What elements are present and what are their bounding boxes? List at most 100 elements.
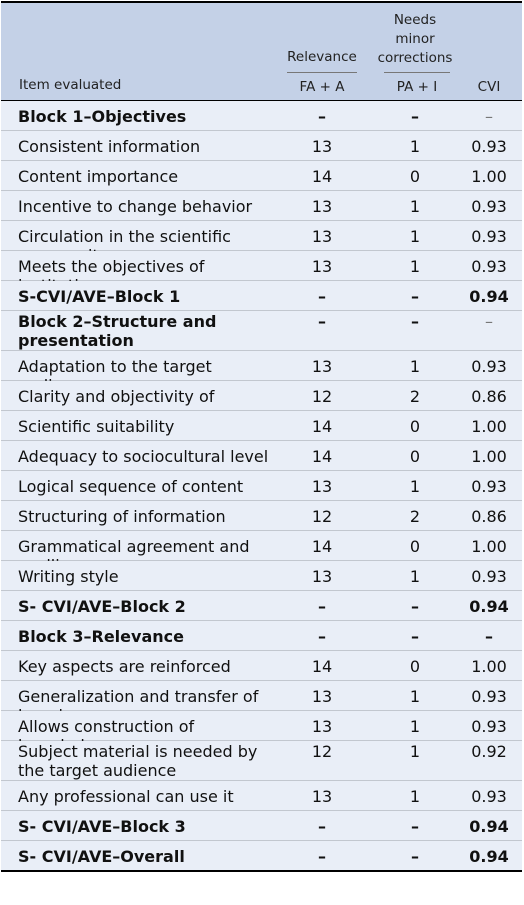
row-item-label: S-CVI/AVE–Block 1 [18,287,181,306]
table-row: Meets the objectives of institutions1310… [1,251,522,295]
row-relevance-value: 13 [311,567,333,586]
row-corrections-value: 1 [409,357,421,376]
row-item-label: Block 1–Objectives [18,107,187,126]
row-cvi-value: 0.93 [471,477,507,496]
table-row: Key aspects are reinforced 14 0 1.00 [1,651,522,681]
row-corrections-value: 1 [409,742,421,761]
row-cvi-value: 0.93 [471,137,507,156]
row-cvi-value: 0.94 [469,847,509,866]
table-row: Circulation in the scientific community1… [1,221,522,265]
row-relevance-value: – [318,847,326,866]
row-corrections-value: 1 [409,687,421,706]
table-row: Consistent information 13 1 0.93 [1,131,522,161]
row-corrections-value: 1 [409,477,421,496]
row-corrections-value: – [411,627,419,646]
row-relevance-value: – [318,287,326,306]
row-relevance-value: 13 [311,197,333,216]
row-cvi-value: 1.00 [471,167,507,186]
row-relevance-value: 12 [311,742,333,761]
row-relevance-value: – [318,597,326,616]
row-item-label: Subject material is needed by the target… [18,742,258,780]
row-corrections-value: 0 [409,167,421,186]
row-cvi-value: – [485,107,493,126]
row-corrections-value: 1 [409,567,421,586]
table-row: S-CVI/AVE–Block 1 – – 0.94 [1,281,522,311]
row-relevance-value: 13 [311,717,333,736]
row-relevance-value: 14 [311,167,333,186]
row-cvi-value: – [485,312,493,331]
row-item-label: S- CVI/AVE–Block 3 [18,817,186,836]
table-row: Writing style 13 1 0.93 [1,561,522,591]
row-cvi-value: 0.94 [469,597,509,616]
table-row: Block 2–Structure and presentation – – – [1,311,522,351]
row-cvi-value: 0.93 [471,357,507,376]
row-cvi-value: 0.93 [471,717,507,736]
row-corrections-value: 1 [409,137,421,156]
row-item-label: Scientific suitability [18,417,175,436]
row-item-label: Structuring of information [18,507,226,526]
row-cvi-value: 0.94 [469,287,509,306]
row-cvi-value: 1.00 [471,447,507,466]
table-row: Adequacy to sociocultural level 14 0 1.00 [1,441,522,471]
row-item-label: Block 3–Relevance [18,627,184,646]
row-corrections-value: – [411,817,419,836]
row-cvi-value: 0.93 [471,197,507,216]
row-cvi-value: 0.93 [471,787,507,806]
table-row: Block 1–Objectives – – – [1,101,522,131]
row-relevance-value: 14 [311,417,333,436]
row-corrections-value: – [411,287,419,306]
row-relevance-value: 14 [311,447,333,466]
table-row: Subject material is needed by the target… [1,741,522,781]
row-relevance-value: – [318,107,326,126]
row-relevance-value: 13 [311,787,333,806]
table-row: Block 3–Relevance – – – [1,621,522,651]
header-relevance: Relevance [287,49,357,65]
table-row: Adaptation to the target audience1310.93 [1,351,522,395]
row-cvi-value: 0.93 [471,257,507,276]
row-corrections-value: 1 [409,197,421,216]
row-cvi-value: 1.00 [471,537,507,556]
table-row: Clarity and objectivity of messages1220.… [1,381,522,425]
table-body: Block 1–Objectives – – – Consistent informat… [1,101,522,872]
row-cvi-value: 0.93 [471,687,507,706]
row-item-label: Writing style [18,567,119,586]
table-row: Grammatical agreement and spelling1401.0… [1,531,522,575]
table-row: Structuring of information 12 2 0.86 [1,501,522,531]
table-row: Scientific suitability 14 0 1.00 [1,411,522,441]
row-relevance-value: 13 [311,137,333,156]
table-row: Any professional can use it 13 1 0.93 [1,781,522,811]
row-cvi-value: 0.93 [471,227,507,246]
row-item-label: S- CVI/AVE–Overall [18,847,185,866]
table-header: Item evaluated Relevance Needs minor cor… [1,1,522,101]
table-row: Generalization and transfer of learning1… [1,681,522,725]
row-relevance-value: 13 [311,477,333,496]
header-fa-a: FA + A [299,79,345,95]
row-cvi-value: 0.86 [471,507,507,526]
row-corrections-value: 1 [409,227,421,246]
row-cvi-value: 1.00 [471,417,507,436]
row-relevance-value: 13 [311,357,333,376]
row-corrections-value: 0 [409,417,421,436]
row-relevance-value: 12 [311,507,333,526]
row-item-label: S- CVI/AVE–Block 2 [18,597,186,616]
row-corrections-value: – [411,597,419,616]
header-needs-minor-corrections: Needs minor corrections [377,12,453,66]
row-relevance-value: 13 [311,227,333,246]
row-corrections-value: – [411,312,419,331]
table-row: Content importance 14 0 1.00 [1,161,522,191]
row-item-label: Content importance [18,167,179,186]
table-row: S- CVI/AVE–Overall – – 0.94 [1,841,522,872]
row-corrections-value: 0 [409,537,421,556]
row-cvi-value: 0.94 [469,817,509,836]
row-corrections-value: 0 [409,447,421,466]
row-corrections-value: 2 [409,507,421,526]
row-cvi-value: 0.92 [471,742,507,761]
row-item-label: Any professional can use it [18,787,234,806]
row-corrections-value: 1 [409,787,421,806]
row-relevance-value: 14 [311,537,333,556]
row-relevance-value: – [318,312,326,331]
row-corrections-value: 0 [409,657,421,676]
row-item-label: Adequacy to sociocultural level [18,447,269,466]
row-relevance-value: 14 [311,657,333,676]
header-divider-corrections [384,72,450,73]
